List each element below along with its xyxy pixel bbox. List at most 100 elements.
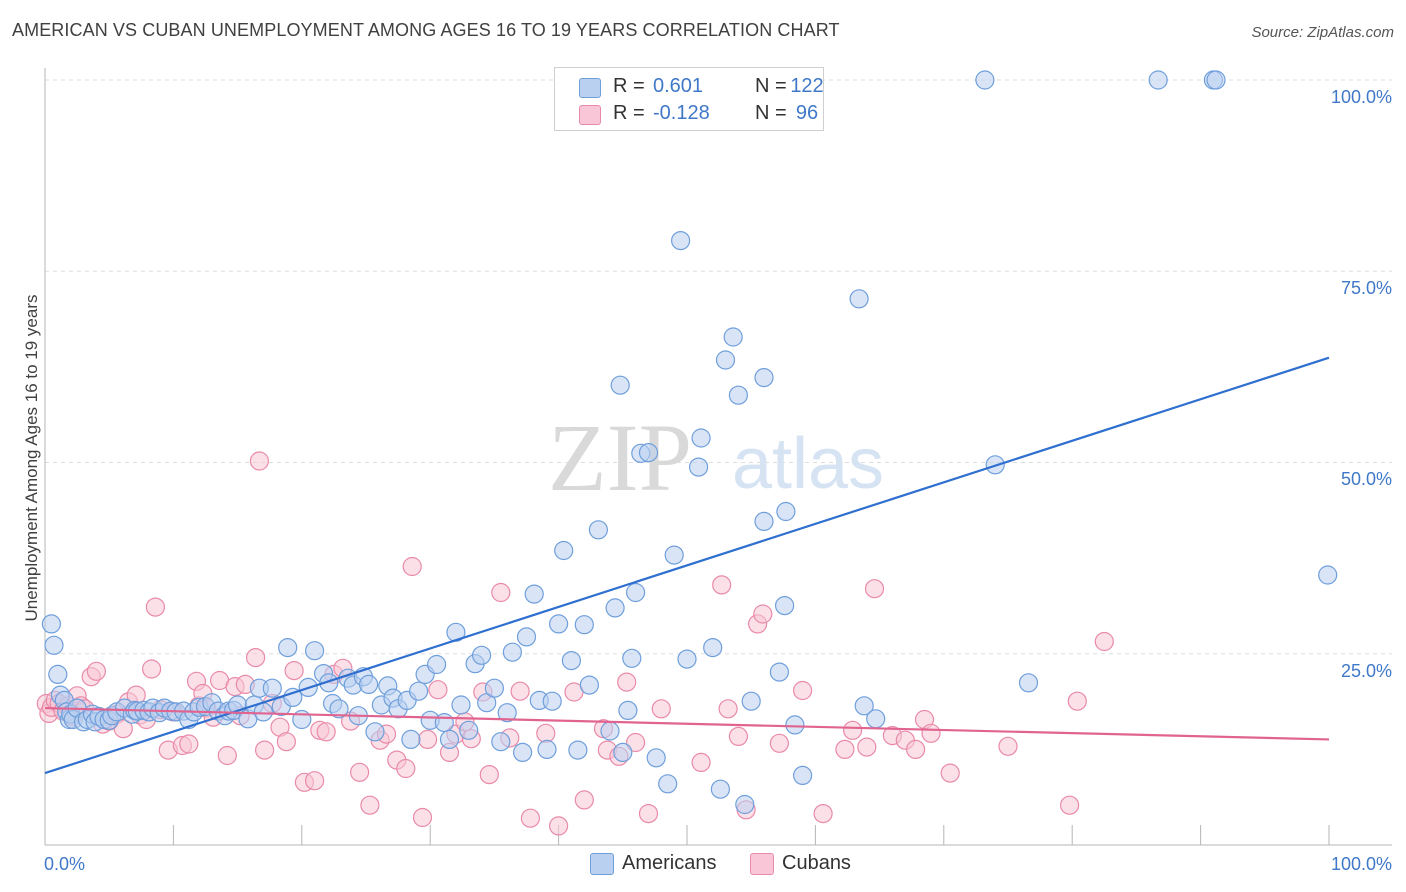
cubans-point bbox=[360, 795, 380, 815]
americans-point bbox=[283, 687, 303, 708]
americans-point bbox=[677, 649, 697, 669]
americans-point bbox=[646, 748, 666, 768]
cubans-point bbox=[479, 764, 499, 785]
cubans-point bbox=[1067, 691, 1087, 711]
cubans-point bbox=[255, 740, 275, 760]
americans-point bbox=[41, 614, 62, 634]
americans-point bbox=[670, 231, 691, 251]
label-layer: Unemployment Among Ages 16 to 19 years 0… bbox=[22, 87, 1392, 874]
americans-point bbox=[710, 779, 731, 799]
x-tick-label-0: 0.0% bbox=[44, 854, 85, 874]
cubans-point bbox=[998, 736, 1018, 756]
americans-point bbox=[849, 289, 869, 309]
y-tick-label-100: 100.0% bbox=[1331, 87, 1392, 107]
americans-point bbox=[484, 678, 504, 698]
americans-point bbox=[792, 765, 813, 786]
americans-r-value: 0.601 bbox=[653, 75, 704, 97]
americans-point bbox=[459, 720, 479, 740]
americans-point bbox=[1318, 565, 1338, 585]
cubans-legend-label: Cubans bbox=[782, 852, 851, 874]
cubans-point bbox=[350, 762, 370, 782]
americans-point bbox=[516, 627, 537, 647]
americans-point bbox=[769, 662, 790, 682]
cubans-point bbox=[638, 803, 659, 824]
cubans-r-label: R = bbox=[613, 102, 645, 124]
cubans-point bbox=[284, 660, 304, 681]
cubans-point bbox=[402, 556, 422, 577]
americans-point bbox=[365, 722, 385, 742]
cubans-point bbox=[491, 582, 511, 603]
cubans-point bbox=[864, 579, 885, 599]
americans-point bbox=[48, 664, 68, 685]
americans-point bbox=[605, 598, 625, 618]
americans-point bbox=[329, 699, 349, 719]
y-tick-label-75: 75.0% bbox=[1341, 278, 1392, 298]
americans-point bbox=[1018, 673, 1039, 693]
cubans-point bbox=[412, 807, 433, 828]
cubans-point bbox=[921, 723, 941, 743]
americans-point bbox=[975, 70, 995, 90]
americans-point bbox=[305, 641, 325, 661]
americans-point bbox=[625, 582, 646, 603]
cubans-swatch bbox=[579, 105, 601, 125]
americans-point bbox=[638, 443, 659, 463]
cubans-point bbox=[753, 604, 773, 624]
americans-point bbox=[1148, 70, 1168, 90]
cubans-point bbox=[305, 771, 325, 791]
americans-point bbox=[319, 673, 339, 693]
americans-point bbox=[735, 794, 755, 815]
cubans-r-value: -0.128 bbox=[653, 102, 710, 124]
americans-point bbox=[434, 712, 454, 733]
americans-point bbox=[622, 648, 642, 668]
cubans-point bbox=[418, 729, 438, 750]
americans-point bbox=[866, 709, 886, 729]
cubans-point bbox=[246, 647, 266, 668]
cubans-point bbox=[940, 763, 960, 783]
americans-point bbox=[524, 584, 544, 604]
americans-point bbox=[401, 729, 421, 750]
americans-point bbox=[554, 540, 574, 561]
americans-point bbox=[715, 350, 736, 370]
cubans-point bbox=[625, 732, 646, 753]
cubans-point bbox=[813, 803, 833, 824]
americans-point bbox=[1206, 70, 1226, 90]
cubans-point bbox=[142, 659, 162, 679]
cubans-point bbox=[842, 720, 863, 740]
cubans-point bbox=[86, 661, 107, 681]
americans-point bbox=[427, 654, 447, 675]
americans-point bbox=[703, 637, 723, 658]
americans-point bbox=[754, 368, 774, 388]
points-layer bbox=[36, 70, 1338, 836]
cubans-point bbox=[728, 726, 749, 747]
americans-point bbox=[658, 774, 678, 794]
americans-point bbox=[610, 375, 630, 395]
americans-point bbox=[548, 614, 569, 634]
cubans-point bbox=[428, 680, 448, 700]
americans-point bbox=[359, 674, 379, 695]
americans-point bbox=[579, 675, 600, 695]
americans-point bbox=[409, 681, 429, 701]
correlation-legend: R = 0.601 N = 122 R = -0.128 N = 96 bbox=[554, 67, 824, 131]
americans-point bbox=[618, 700, 638, 721]
cubans-point bbox=[1094, 631, 1114, 652]
americans-point bbox=[472, 645, 492, 665]
y-tick-label-50: 50.0% bbox=[1341, 469, 1392, 489]
x-tick-label-100: 100.0% bbox=[1331, 854, 1392, 874]
cubans-point bbox=[520, 808, 541, 828]
cubans-point bbox=[792, 680, 813, 701]
americans-point bbox=[262, 678, 282, 698]
watermark: ZIP atlas bbox=[548, 404, 884, 511]
americans-point bbox=[688, 457, 709, 477]
cubans-point bbox=[617, 672, 637, 692]
americans-r-label: R = bbox=[613, 75, 645, 97]
americans-point bbox=[774, 595, 795, 616]
americans-point bbox=[497, 703, 517, 723]
y-tick-label-25: 25.0% bbox=[1341, 661, 1392, 681]
americans-point bbox=[588, 520, 609, 540]
americans-point bbox=[691, 428, 711, 448]
americans-point bbox=[664, 545, 684, 565]
watermark-zip: ZIP bbox=[548, 404, 692, 511]
cubans-point bbox=[835, 739, 855, 760]
americans-trend-line bbox=[44, 356, 1330, 775]
